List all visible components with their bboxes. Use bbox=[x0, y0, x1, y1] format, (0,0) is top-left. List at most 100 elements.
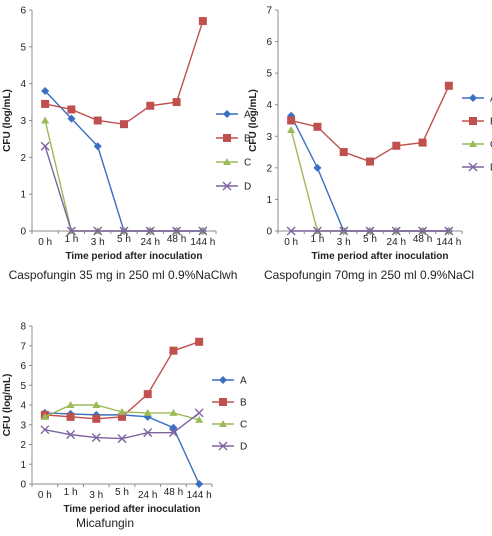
chart-caption: Micafungin bbox=[75, 516, 135, 530]
y-tick-label: 1 bbox=[266, 195, 272, 206]
data-point-a bbox=[41, 87, 50, 96]
data-point-b bbox=[195, 337, 204, 346]
y-tick-label: 0 bbox=[20, 227, 26, 238]
data-point-d bbox=[172, 226, 182, 236]
y-tick-label: 4 bbox=[266, 100, 272, 111]
x-tick-label: 5 h bbox=[115, 487, 129, 498]
legend-marker-c bbox=[223, 158, 231, 165]
x-tick-label: 3 h bbox=[337, 237, 351, 248]
x-axis-label: Time period after inoculation bbox=[65, 251, 202, 262]
y-tick-label: 6 bbox=[20, 6, 26, 17]
y-tick-label: 7 bbox=[20, 341, 26, 352]
legend-marker-b bbox=[223, 134, 231, 142]
legend-label-c: C bbox=[240, 420, 247, 431]
x-tick-label: 48 h bbox=[164, 487, 183, 498]
y-tick-label: 5 bbox=[20, 381, 26, 392]
data-point-c bbox=[287, 125, 296, 133]
y-tick-label: 7 bbox=[266, 6, 272, 17]
x-tick-label: 1 h bbox=[310, 234, 324, 245]
data-point-d bbox=[66, 430, 76, 440]
legend-label-d: D bbox=[490, 163, 492, 174]
data-point-d bbox=[194, 408, 204, 418]
legend-marker-b bbox=[469, 117, 477, 125]
y-tick-label: 3 bbox=[266, 132, 272, 143]
data-point-d bbox=[286, 226, 296, 236]
x-tick-label: 1 h bbox=[64, 487, 78, 498]
y-tick-label: 4 bbox=[20, 401, 26, 412]
data-point-b bbox=[169, 346, 178, 355]
data-point-b bbox=[66, 412, 75, 421]
x-tick-label: 3 h bbox=[91, 237, 105, 248]
data-point-b bbox=[172, 98, 181, 107]
legend-marker-d bbox=[222, 181, 232, 191]
chart-svg: 0 1 2 3 4 5 6 7 0 h 1 h 3 h 5 h 24 h 48 h 144 h Time pe… bbox=[248, 6, 492, 263]
data-point-a bbox=[313, 163, 322, 172]
data-point-d bbox=[312, 226, 322, 236]
data-point-b bbox=[198, 17, 207, 26]
chart-panel-micafungin: 0 1 2 3 4 5 6 7 8 0 h 1 h 3 h 5 h 24 h 48 h 144 h Time p… bbox=[0, 290, 250, 536]
data-point-b bbox=[444, 81, 453, 90]
x-axis-label: Time period after inoculation bbox=[63, 504, 200, 515]
x-axis-label: Time period after inoculation bbox=[311, 251, 448, 262]
data-point-d bbox=[40, 425, 50, 435]
legend-label-c: C bbox=[244, 158, 251, 169]
legend-marker-b bbox=[219, 398, 227, 406]
series-line-a bbox=[44, 412, 200, 485]
data-point-b bbox=[418, 138, 427, 147]
chart-caption: Caspofungin 35 mg in 250 ml 0.9%NaClwh bbox=[8, 268, 238, 282]
data-point-b bbox=[392, 141, 401, 150]
chart-panel-caspofungin-35mg: 0 1 2 3 4 5 6 0 h 1 h 3 h 5 h 24 h 48 h 144 h Time per… bbox=[0, 0, 251, 290]
y-tick-label: 5 bbox=[20, 42, 26, 53]
y-tick-label: 1 bbox=[20, 190, 26, 201]
data-point-b bbox=[41, 99, 50, 108]
data-point-b bbox=[287, 116, 296, 125]
legend-label-a: A bbox=[244, 110, 251, 121]
x-tick-label: 24 h bbox=[141, 237, 160, 248]
legend-marker-d bbox=[468, 162, 478, 172]
data-point-d bbox=[119, 226, 129, 236]
y-axis-label: CFU (log/mL) bbox=[2, 374, 13, 437]
y-tick-label: 2 bbox=[20, 440, 26, 451]
data-point-d bbox=[93, 226, 103, 236]
x-tick-label: 5 h bbox=[117, 234, 131, 245]
x-tick-label: 48 h bbox=[167, 234, 186, 245]
y-tick-label: 5 bbox=[266, 69, 272, 80]
data-point-d bbox=[40, 141, 50, 151]
data-point-d bbox=[339, 226, 349, 236]
x-tick-label: 24 h bbox=[387, 237, 406, 248]
y-tick-label: 3 bbox=[20, 116, 26, 127]
x-tick-label: 0 h bbox=[284, 237, 298, 248]
data-point-b bbox=[339, 148, 348, 157]
data-point-d bbox=[418, 226, 428, 236]
data-point-a bbox=[93, 142, 102, 151]
data-point-b bbox=[143, 390, 152, 399]
x-tick-label: 24 h bbox=[138, 490, 157, 501]
x-tick-label: 144 h bbox=[190, 237, 215, 248]
series-line-c bbox=[44, 120, 203, 232]
y-tick-label: 3 bbox=[20, 420, 26, 431]
y-tick-label: 2 bbox=[266, 163, 272, 174]
data-point-d bbox=[365, 226, 375, 236]
legend-marker-a bbox=[469, 94, 477, 102]
legend-marker-a bbox=[223, 110, 231, 118]
x-tick-label: 1 h bbox=[64, 234, 78, 245]
chart-panel-caspofungin-70mg: 0 1 2 3 4 5 6 7 0 h 1 h 3 h 5 h 24 h 48 h 144 h Time pe… bbox=[246, 0, 492, 290]
data-point-b bbox=[67, 105, 76, 114]
x-tick-label: 144 h bbox=[436, 237, 461, 248]
data-point-d bbox=[117, 434, 127, 444]
data-point-d bbox=[145, 226, 155, 236]
data-point-d bbox=[143, 428, 153, 438]
y-tick-label: 6 bbox=[20, 361, 26, 372]
legend-label-b: B bbox=[244, 134, 251, 145]
legend-label-d: D bbox=[244, 182, 251, 193]
y-axis-label: CFU (log/mL) bbox=[2, 89, 13, 152]
data-point-c bbox=[118, 407, 126, 415]
data-point-d bbox=[444, 226, 454, 236]
x-tick-label: 48 h bbox=[413, 234, 432, 245]
data-point-b bbox=[313, 122, 322, 131]
y-tick-label: 0 bbox=[266, 227, 272, 238]
x-tick-label: 144 h bbox=[187, 490, 212, 501]
data-point-c bbox=[40, 412, 49, 420]
legend-marker-a bbox=[219, 376, 227, 384]
y-tick-label: 1 bbox=[20, 460, 26, 471]
